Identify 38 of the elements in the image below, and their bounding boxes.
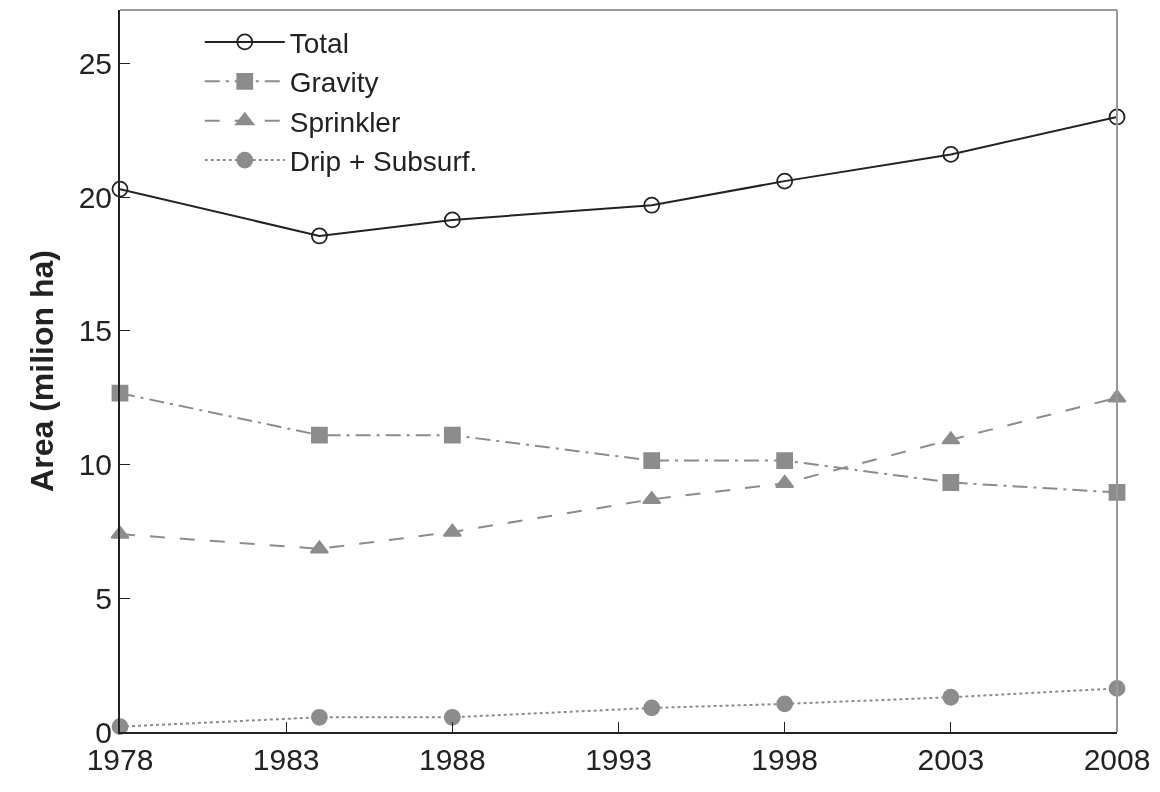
y-axis-title: Area (milion ha) [24, 250, 61, 492]
point [111, 180, 129, 198]
point [443, 426, 461, 444]
point [776, 172, 794, 190]
point [309, 540, 329, 554]
point [642, 490, 662, 505]
y-tick-label: 5 [95, 581, 112, 615]
legend-label: Total [289, 27, 349, 59]
point [942, 474, 960, 491]
legend-label: Drip + Subsurf. [289, 146, 478, 178]
point [311, 426, 328, 444]
y-tick-label: 20 [78, 180, 112, 214]
point [942, 688, 960, 706]
point [1108, 108, 1126, 126]
y-tick-label: 15 [78, 314, 112, 348]
point [776, 452, 794, 469]
y-tick-label: 10 [78, 448, 112, 482]
x-tick-label: 1983 [252, 743, 320, 776]
point [311, 708, 328, 726]
point [442, 523, 462, 537]
x-tick-label: 2008 [1083, 743, 1151, 776]
point [443, 211, 461, 229]
point [775, 474, 795, 488]
x-tick-label: 1998 [751, 743, 819, 776]
point [776, 695, 794, 713]
point [311, 227, 328, 245]
point [643, 196, 661, 214]
x-tick-label: 2003 [917, 743, 985, 776]
point [643, 452, 661, 469]
y-tick-label: 25 [78, 46, 112, 80]
point [643, 699, 661, 717]
legend-label: Gravity [289, 67, 379, 99]
x-tick-label: 1993 [585, 743, 652, 776]
legend-label: Sprinkler [289, 106, 401, 138]
point [443, 708, 461, 726]
point [942, 146, 960, 163]
point [941, 431, 961, 445]
x-tick-label: 1988 [418, 743, 486, 776]
